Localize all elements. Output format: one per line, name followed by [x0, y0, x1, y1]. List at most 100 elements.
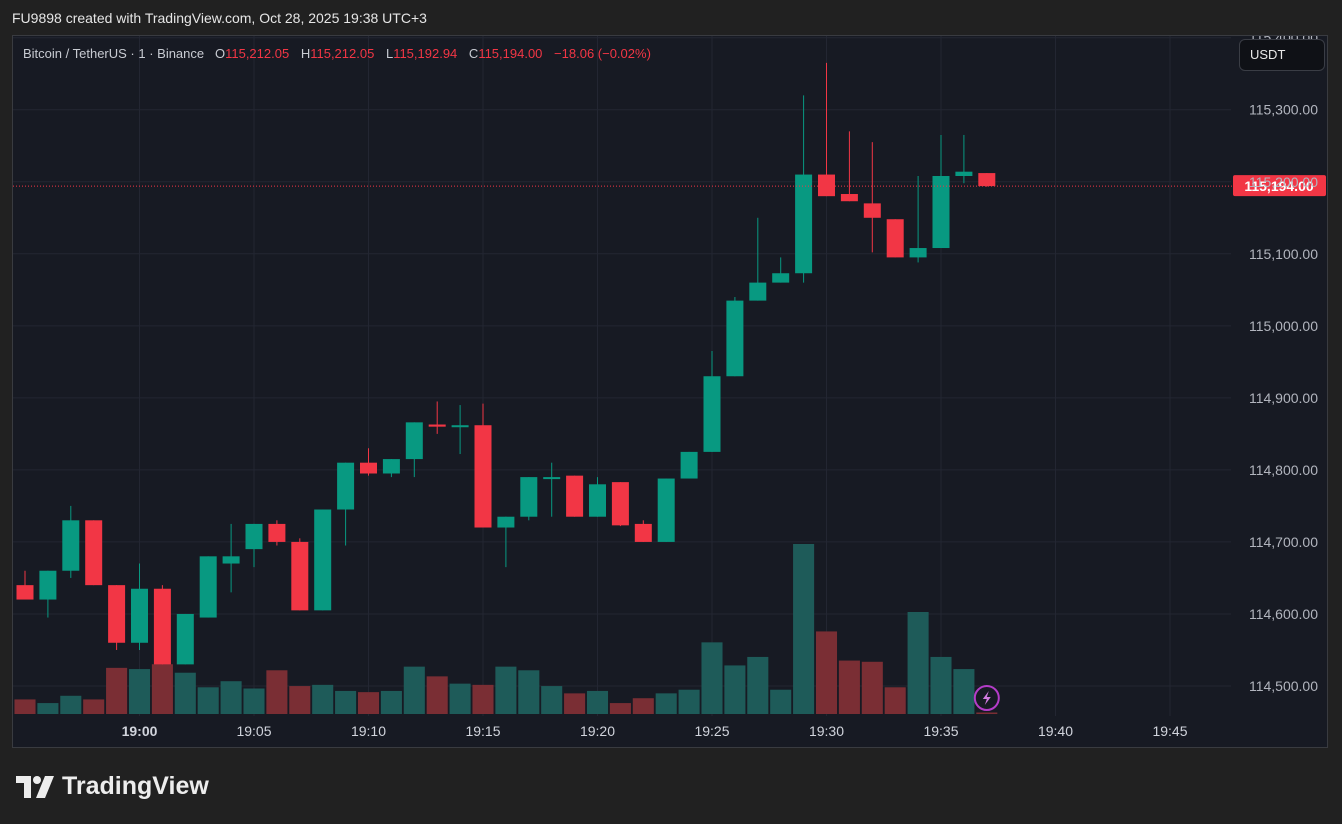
- volume-bar: [770, 689, 792, 714]
- x-tick-label: 19:30: [809, 723, 844, 739]
- candle-body: [589, 484, 606, 517]
- y-tick-label: 114,900.00: [1249, 390, 1318, 406]
- volume-bar: [609, 703, 631, 714]
- candle-body: [978, 173, 996, 187]
- candle-body: [520, 477, 538, 517]
- close-value: 115,194.00: [478, 46, 543, 61]
- candles: [16, 62, 996, 665]
- y-tick-label: 114,700.00: [1249, 534, 1318, 550]
- chart-credit: FU9898 created with TradingView.com, Oct…: [12, 10, 427, 26]
- candle-body: [497, 516, 515, 528]
- volume-bar: [60, 695, 82, 714]
- y-tick-label: 114,800.00: [1249, 462, 1318, 478]
- candle-body: [108, 585, 126, 643]
- x-tick-label: 19:25: [694, 723, 729, 739]
- x-tick-label: 19:15: [465, 723, 500, 739]
- candle-body: [932, 176, 950, 249]
- candle-body: [451, 425, 469, 428]
- candle-body: [955, 171, 973, 177]
- volume-bar: [678, 689, 700, 714]
- volume-bar: [243, 688, 265, 714]
- candle-body: [245, 523, 263, 550]
- candle-body: [611, 482, 629, 526]
- volume-bar: [861, 661, 883, 714]
- volume-bar: [335, 690, 357, 714]
- volume-bar: [701, 642, 723, 714]
- volume-bar: [403, 666, 425, 714]
- change-value: −18.06 (−0.02%): [554, 46, 651, 61]
- brand-name: TradingView: [62, 772, 209, 800]
- lightning-bolt: [982, 691, 991, 705]
- volume-bar: [747, 656, 769, 714]
- volume-bar: [289, 686, 311, 714]
- candle-body: [680, 451, 698, 479]
- candlestick-chart[interactable]: 115,194.00 114,500.00 114,600.00 114,700.0…: [13, 36, 1327, 747]
- candle-body: [382, 459, 400, 474]
- high-value: 115,212.05: [310, 46, 375, 61]
- volume-bar: [197, 687, 219, 714]
- candle-body: [543, 477, 561, 480]
- last-price-line: 115,194.00: [13, 175, 1326, 197]
- volume-bar: [426, 676, 448, 714]
- lightning-icon[interactable]: [973, 685, 1000, 711]
- volume-bar: [495, 666, 517, 714]
- candle-body: [314, 509, 332, 611]
- candle-body: [360, 462, 377, 474]
- candle-body: [153, 588, 171, 665]
- open-value: 115,212.05: [225, 46, 290, 61]
- candle-body: [634, 523, 652, 542]
- volume-bar: [151, 664, 173, 714]
- volume-bar: [815, 631, 838, 714]
- low-value: 115,192.94: [393, 46, 458, 61]
- candle-body: [222, 556, 240, 564]
- volume-bar: [793, 544, 815, 714]
- volume-bar: [541, 686, 563, 714]
- volume-bar: [83, 699, 105, 714]
- y-tick-label: 114,500.00: [1249, 678, 1318, 694]
- candle-body: [337, 462, 355, 510]
- volume-bar: [976, 712, 998, 714]
- candle-body: [268, 523, 286, 542]
- y-tick-label: 115,000.00: [1249, 318, 1318, 334]
- x-tick-label: 19:20: [580, 723, 615, 739]
- candle-body: [840, 194, 858, 202]
- close-label: C: [468, 46, 479, 61]
- volume-bar: [14, 699, 36, 714]
- candle-body: [657, 478, 675, 542]
- volume-bar: [953, 669, 975, 714]
- low-label: L: [385, 46, 394, 61]
- y-tick-label: 115,300.00: [1249, 102, 1318, 118]
- tradingview-logo[interactable]: TradingView: [16, 772, 209, 801]
- y-tick-label: 115,200.00: [1249, 174, 1318, 190]
- candle-body: [405, 422, 423, 460]
- time-axis: 19:00 19:05 19:10 19:15 19:20 19:25 19:30 19:35…: [122, 723, 1188, 739]
- candle-body: [863, 203, 881, 218]
- chart-panel[interactable]: 115,194.00 114,500.00 114,600.00 114,700.0…: [12, 35, 1328, 748]
- currency-button[interactable]: USDT: [1239, 39, 1325, 71]
- candle-body: [428, 424, 446, 427]
- volume-bar: [472, 684, 494, 714]
- candle-body: [131, 588, 148, 643]
- volume-bar: [37, 703, 59, 714]
- y-tick-label: 114,600.00: [1249, 606, 1318, 622]
- volume-bar: [518, 670, 540, 714]
- x-tick-label: 19:40: [1038, 723, 1073, 739]
- volume-bar: [838, 660, 860, 714]
- volume-bar: [220, 681, 242, 714]
- grid-lines: [13, 36, 1231, 716]
- x-tick-label: 19:45: [1152, 723, 1187, 739]
- high-label: H: [300, 46, 311, 61]
- candle-body: [176, 613, 194, 665]
- x-tick-label: 19:10: [351, 723, 386, 739]
- volume-bar: [449, 683, 471, 714]
- symbol-title[interactable]: Bitcoin / TetherUS · 1 · Binance: [23, 46, 205, 61]
- volume-bar: [266, 670, 288, 714]
- volume-bar: [884, 687, 906, 714]
- volume-bar: [128, 669, 151, 714]
- open-label: O: [214, 46, 226, 61]
- x-tick-label: 19:00: [122, 723, 158, 739]
- volume-bar: [655, 693, 677, 714]
- volume-bar: [357, 692, 380, 714]
- candle-body: [62, 520, 80, 571]
- volume-bar: [907, 612, 929, 714]
